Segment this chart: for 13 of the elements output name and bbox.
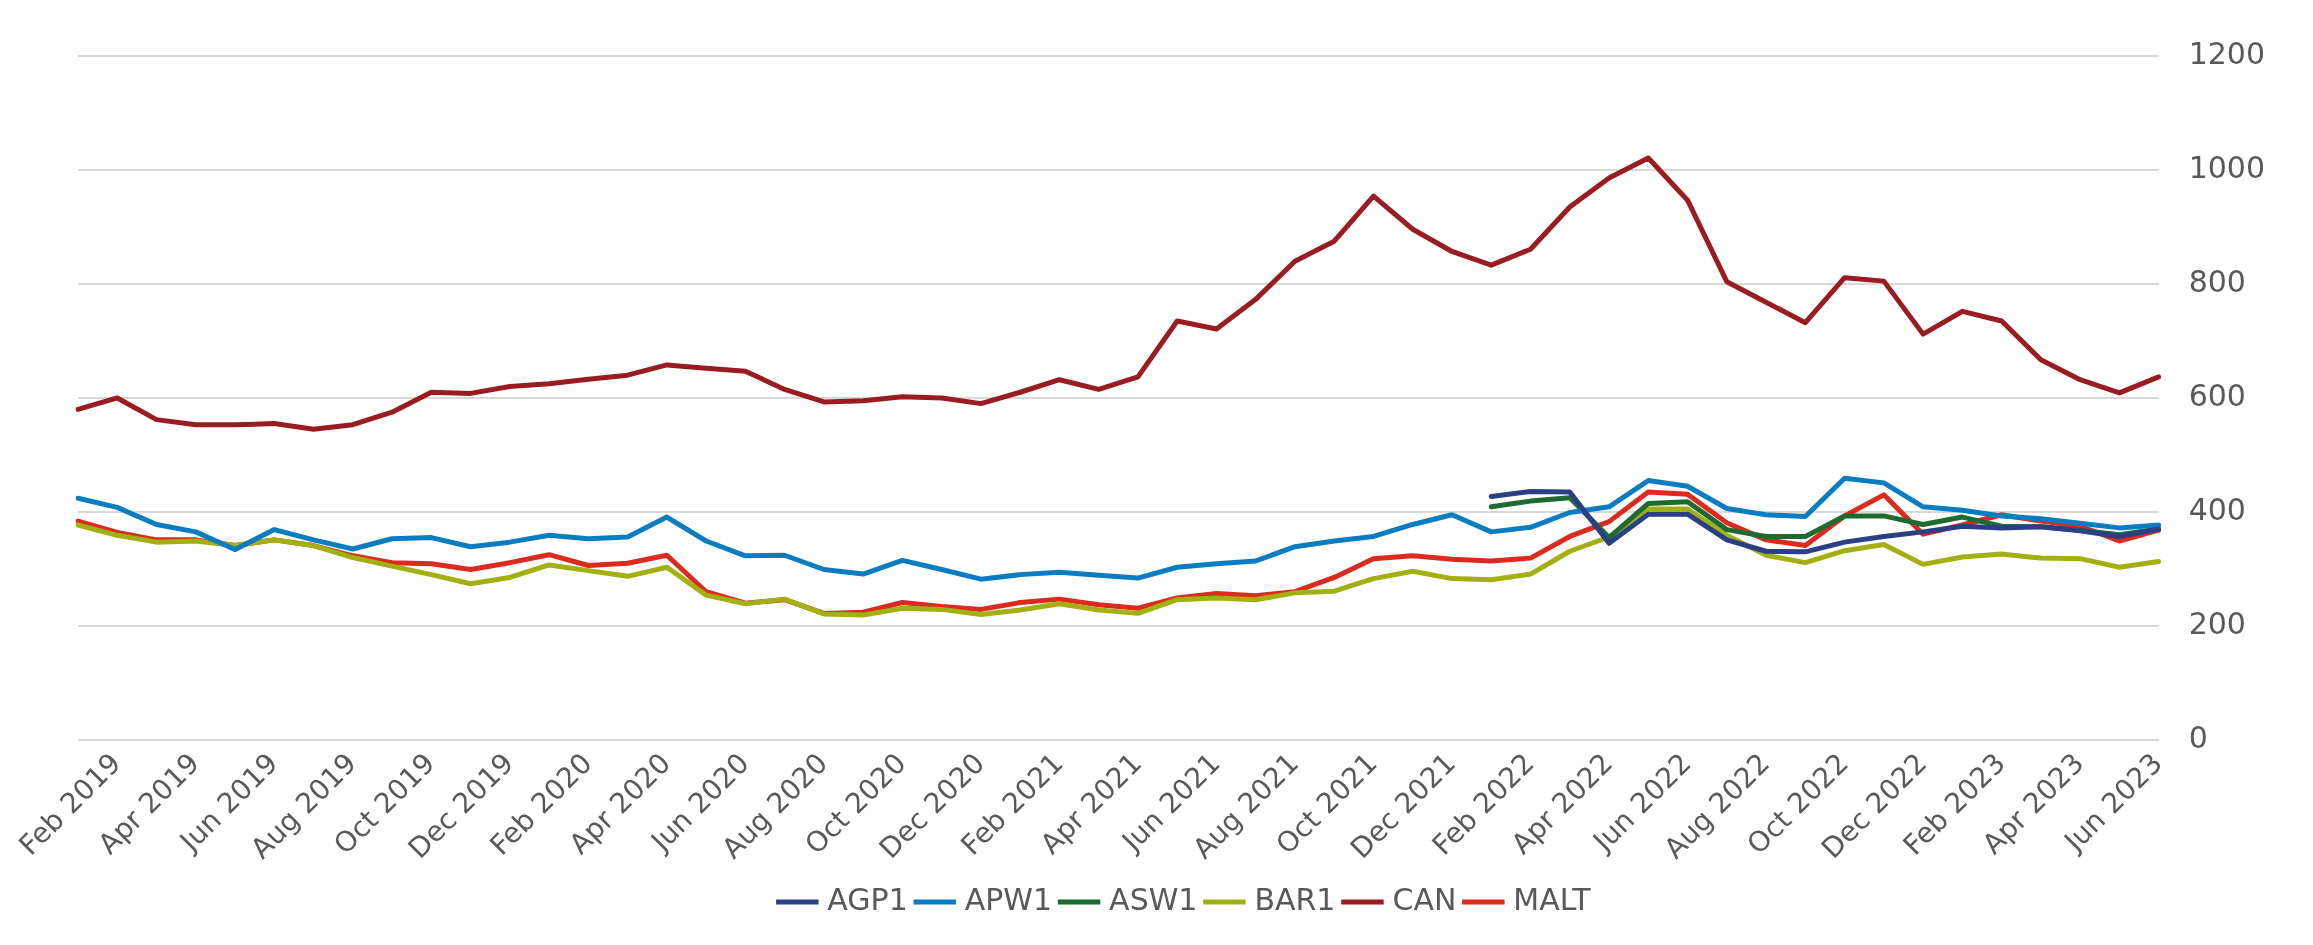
y-tick-label: 1000 xyxy=(2188,149,2266,185)
legend-label: APW1 xyxy=(964,881,1053,917)
legend-label: ASW1 xyxy=(1109,881,1198,917)
y-tick-label: 1200 xyxy=(2188,35,2266,71)
legend-label: CAN xyxy=(1392,881,1457,917)
y-tick-label: 200 xyxy=(2188,605,2246,641)
y-tick-label: 0 xyxy=(2188,719,2208,755)
y-tick-label: 800 xyxy=(2188,263,2246,299)
y-tick-label: 600 xyxy=(2188,377,2246,413)
legend-label: MALT xyxy=(1513,881,1592,917)
legend-label: BAR1 xyxy=(1254,881,1336,917)
legend-label: AGP1 xyxy=(827,881,908,917)
y-tick-label: 400 xyxy=(2188,491,2246,527)
